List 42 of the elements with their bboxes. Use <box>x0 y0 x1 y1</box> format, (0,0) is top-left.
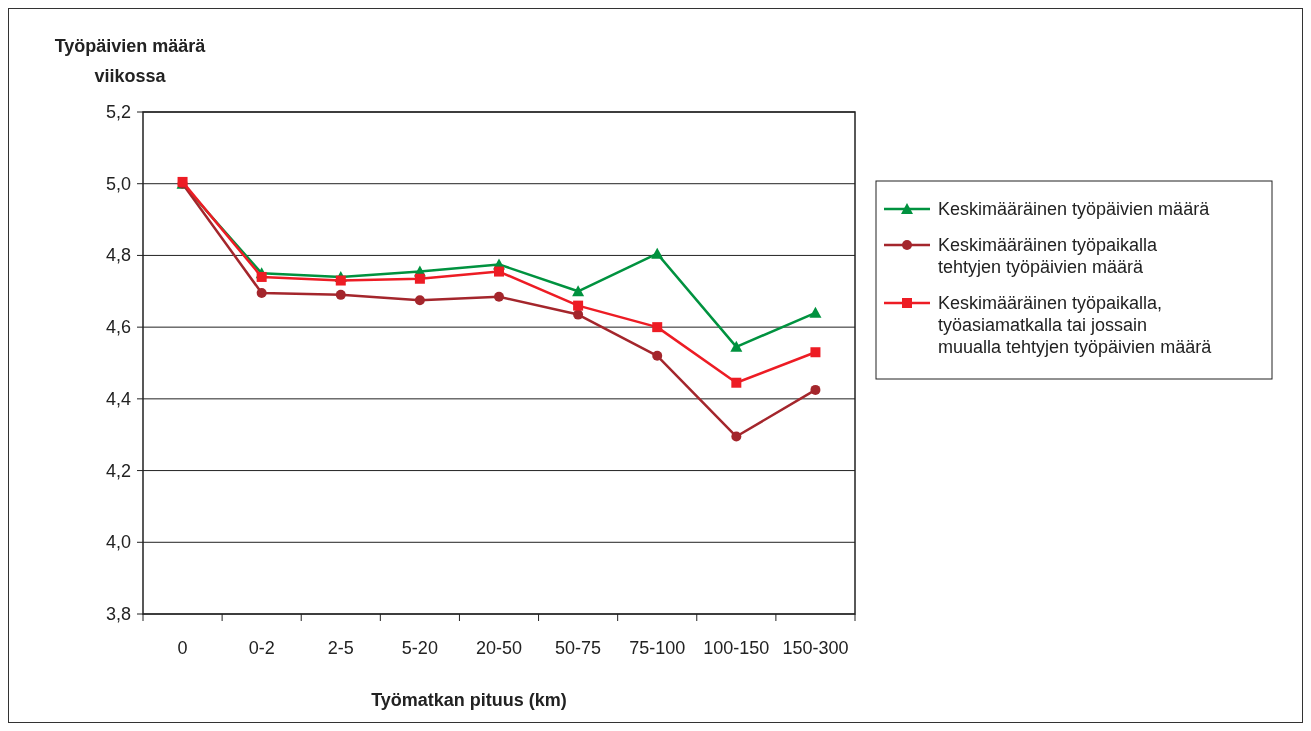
y-axis-title: Työpäivien määrä viikossa <box>54 36 207 86</box>
point <box>335 275 346 286</box>
x-tick-label: 0 <box>177 638 188 658</box>
x-tick-label: 0-2 <box>248 638 275 658</box>
y-tick-label: 4,4 <box>105 388 131 409</box>
legend-label: Keskimääräinen työpäivien määrä <box>938 199 1211 219</box>
point <box>573 300 584 311</box>
legend-label: Keskimääräinen työpaikalla, työasiamatkalla tai jossain muualla tehtyjen työpäivien määrä <box>938 293 1213 357</box>
x-axis-title: Työmatkan pituus (km) <box>371 690 567 710</box>
point <box>494 291 504 302</box>
point <box>730 340 743 352</box>
y-tick-label: 3,8 <box>105 604 131 624</box>
point <box>651 247 664 259</box>
legend-label: Keskimääräinen työpaikalla tehtyjen työpäivien määrä <box>938 235 1159 277</box>
y-tick-label: 4,0 <box>105 532 131 553</box>
x-tick-label: 2-5 <box>327 638 354 658</box>
point <box>335 289 346 300</box>
point <box>731 377 742 388</box>
point <box>652 322 663 333</box>
x-tick-label: 150-300 <box>782 638 849 658</box>
y-tick-label: 5,2 <box>105 102 131 122</box>
point <box>494 266 504 277</box>
point <box>731 431 742 442</box>
point <box>414 273 425 284</box>
x-tick-label: 5-20 <box>401 638 438 658</box>
point <box>572 285 585 297</box>
x-tick-label: 100-150 <box>703 638 770 658</box>
y-tick-label: 4,6 <box>105 317 131 338</box>
point <box>810 347 821 358</box>
x-tick-label: 75-100 <box>629 638 686 658</box>
point <box>573 309 584 320</box>
point <box>256 271 267 282</box>
x-tick-label: 50-75 <box>555 638 602 658</box>
point <box>809 306 822 318</box>
point <box>810 384 821 395</box>
y-tick-label: 4,8 <box>105 245 131 266</box>
y-tick-label: 5,0 <box>105 173 131 194</box>
point <box>414 295 425 306</box>
point <box>256 288 267 299</box>
y-tick-label: 4,2 <box>105 460 131 481</box>
x-tick-label: 20-50 <box>475 638 523 658</box>
point <box>652 350 663 361</box>
